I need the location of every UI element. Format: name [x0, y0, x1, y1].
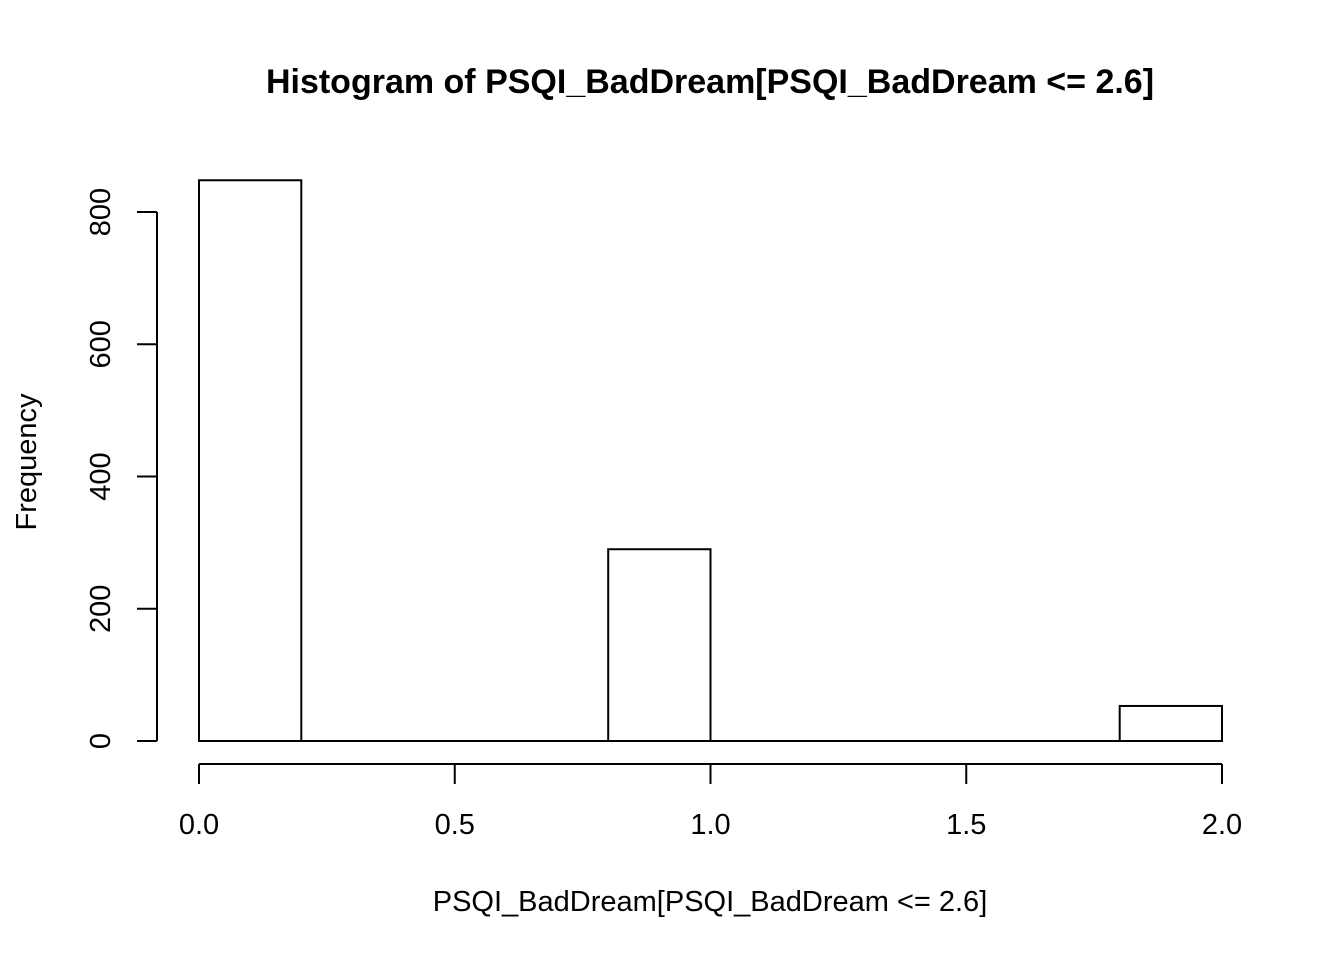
y-tick-label: 600: [85, 320, 117, 368]
y-tick-label: 400: [85, 452, 117, 500]
y-axis: 0 200 400 600 800: [85, 188, 158, 749]
histogram-bar: [607, 548, 712, 742]
x-tick-label: 1.5: [946, 809, 986, 841]
histogram-bar: [1118, 704, 1223, 742]
x-tick-label: 0.5: [435, 809, 475, 841]
chart-title: Histogram of PSQI_BadDream[PSQI_BadDream…: [266, 63, 1154, 101]
x-tick-label: 1.0: [690, 809, 730, 841]
y-tick-label: 200: [85, 585, 117, 633]
histogram-bar: [198, 179, 303, 742]
bars-group: [198, 179, 1223, 742]
x-axis: 0.0 0.5 1.0 1.5 2.0: [179, 763, 1242, 841]
x-tick-label: 0.0: [179, 809, 219, 841]
x-axis-label: PSQI_BadDream[PSQI_BadDream <= 2.6]: [433, 886, 988, 918]
y-axis-label: Frequency: [11, 393, 43, 531]
x-tick-label: 2.0: [1202, 809, 1242, 841]
y-tick-label: 0: [85, 733, 117, 749]
y-tick-label: 800: [85, 188, 117, 236]
